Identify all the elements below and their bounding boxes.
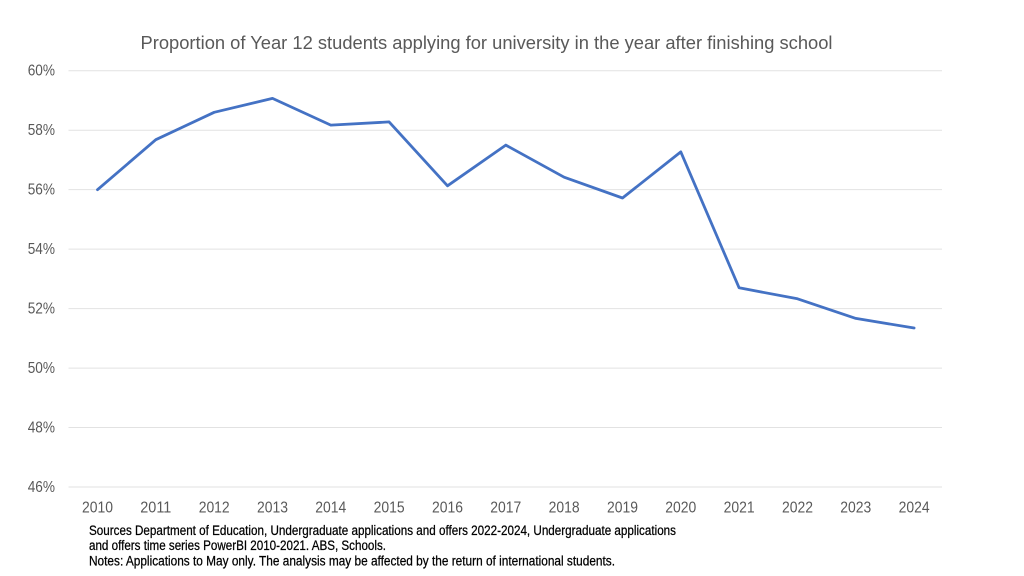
svg-text:2023: 2023 (840, 499, 871, 516)
svg-text:2018: 2018 (549, 499, 580, 516)
svg-text:2013: 2013 (257, 499, 288, 516)
svg-text:Notes: Applications to May onl: Notes: Applications to May only. The ana… (89, 553, 615, 568)
svg-text:and offers time series PowerBI: and offers time series PowerBI 2010-2021… (89, 538, 386, 553)
svg-text:60%: 60% (28, 63, 55, 80)
svg-text:56%: 56% (28, 181, 55, 198)
svg-text:2021: 2021 (724, 499, 755, 516)
svg-text:2020: 2020 (665, 499, 696, 516)
svg-text:48%: 48% (28, 419, 55, 436)
svg-text:2012: 2012 (199, 499, 230, 516)
svg-text:2014: 2014 (315, 499, 346, 516)
svg-text:2024: 2024 (899, 499, 930, 516)
svg-text:50%: 50% (28, 360, 55, 377)
svg-text:54%: 54% (28, 241, 55, 258)
svg-text:2010: 2010 (82, 499, 113, 516)
svg-text:2022: 2022 (782, 499, 813, 516)
svg-text:Sources Department of Educatio: Sources Department of Education, Undergr… (89, 523, 676, 538)
svg-text:2019: 2019 (607, 499, 638, 516)
svg-text:2017: 2017 (490, 499, 521, 516)
svg-text:2011: 2011 (140, 499, 171, 516)
svg-text:2015: 2015 (374, 499, 405, 516)
svg-text:2016: 2016 (432, 499, 463, 516)
svg-text:46%: 46% (28, 479, 55, 496)
svg-text:52%: 52% (28, 300, 55, 317)
svg-text:Proportion of Year 12 students: Proportion of Year 12 students applying … (141, 32, 833, 53)
svg-text:58%: 58% (28, 122, 55, 139)
